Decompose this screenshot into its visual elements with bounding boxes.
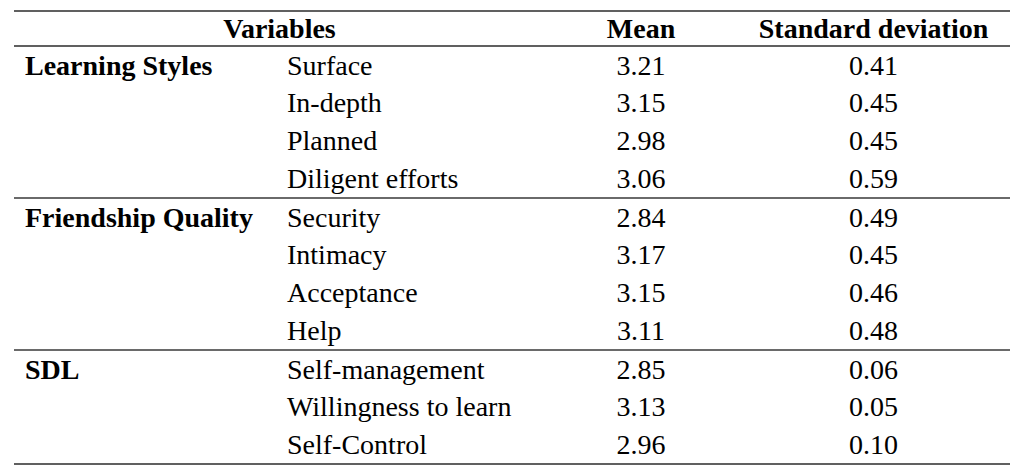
header-row: Variables Mean Standard deviation: [14, 11, 1010, 46]
row-variable-label: Willingness to learn: [280, 388, 545, 426]
table-row: Help3.110.48: [14, 312, 1010, 350]
table-row: In-depth3.150.45: [14, 84, 1010, 122]
row-mean-value: 2.85: [545, 350, 737, 388]
row-variable-label: Diligent efforts: [280, 160, 545, 198]
row-mean-value: 2.98: [545, 122, 737, 160]
row-mean-value: 3.17: [545, 236, 737, 274]
table-row: Acceptance3.150.46: [14, 274, 1010, 312]
row-sd-value: 0.45: [737, 236, 1010, 274]
row-sd-value: 0.48: [737, 312, 1010, 350]
row-variable-label: Intimacy: [280, 236, 545, 274]
row-group-label: [14, 236, 280, 274]
row-variable-label: Self-management: [280, 350, 545, 388]
row-sd-value: 0.10: [737, 426, 1010, 464]
row-variable-label: Security: [280, 198, 545, 236]
table-row: Friendship QualitySecurity2.840.49: [14, 198, 1010, 236]
row-sd-value: 0.49: [737, 198, 1010, 236]
row-group-label: SDL: [14, 350, 280, 388]
table-row: Planned2.980.45: [14, 122, 1010, 160]
row-group-label: [14, 122, 280, 160]
row-group-label: [14, 274, 280, 312]
row-sd-value: 0.59: [737, 160, 1010, 198]
row-variable-label: Self-Control: [280, 426, 545, 464]
row-group-label: [14, 160, 280, 198]
table-row: Self-Control2.960.10: [14, 426, 1010, 464]
row-variable-label: Surface: [280, 46, 545, 84]
row-mean-value: 3.06: [545, 160, 737, 198]
column-header-standard-deviation: Standard deviation: [737, 11, 1010, 46]
row-mean-value: 3.11: [545, 312, 737, 350]
row-sd-value: 0.06: [737, 350, 1010, 388]
page: Variables Mean Standard deviation Learni…: [0, 0, 1024, 476]
table-row: Willingness to learn3.130.05: [14, 388, 1010, 426]
row-sd-value: 0.46: [737, 274, 1010, 312]
column-header-variables: Variables: [14, 11, 545, 46]
table-row: SDLSelf-management2.850.06: [14, 350, 1010, 388]
row-sd-value: 0.05: [737, 388, 1010, 426]
row-mean-value: 2.84: [545, 198, 737, 236]
row-mean-value: 3.15: [545, 274, 737, 312]
row-group-label: [14, 84, 280, 122]
row-group-label: [14, 426, 280, 464]
row-variable-label: Acceptance: [280, 274, 545, 312]
row-group-label: Learning Styles: [14, 46, 280, 84]
table-row: Learning StylesSurface3.210.41: [14, 46, 1010, 84]
row-sd-value: 0.45: [737, 122, 1010, 160]
column-header-mean: Mean: [545, 11, 737, 46]
row-mean-value: 3.21: [545, 46, 737, 84]
row-mean-value: 2.96: [545, 426, 737, 464]
row-variable-label: In-depth: [280, 84, 545, 122]
row-group-label: [14, 388, 280, 426]
row-mean-value: 3.13: [545, 388, 737, 426]
descriptive-statistics-table: Variables Mean Standard deviation Learni…: [14, 10, 1010, 465]
table-row: Diligent efforts3.060.59: [14, 160, 1010, 198]
table-row: Intimacy3.170.45: [14, 236, 1010, 274]
row-group-label: [14, 312, 280, 350]
row-variable-label: Help: [280, 312, 545, 350]
row-sd-value: 0.41: [737, 46, 1010, 84]
row-group-label: Friendship Quality: [14, 198, 280, 236]
row-variable-label: Planned: [280, 122, 545, 160]
row-sd-value: 0.45: [737, 84, 1010, 122]
row-mean-value: 3.15: [545, 84, 737, 122]
